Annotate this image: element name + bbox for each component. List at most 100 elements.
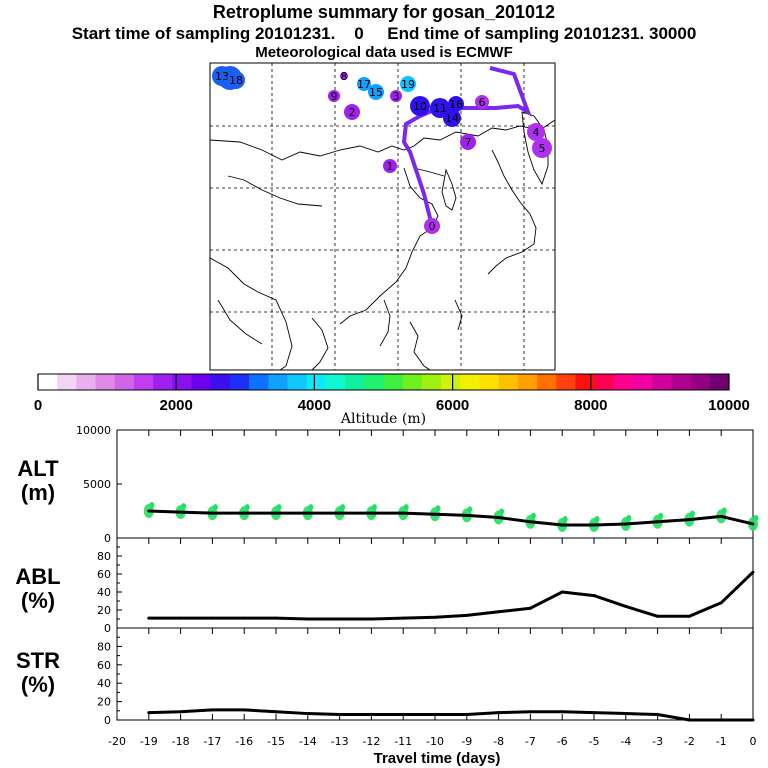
- series-point: [306, 712, 310, 716]
- map-marker: 14: [443, 109, 461, 127]
- map-marker-label: 17: [357, 78, 371, 91]
- x-tick-label: -11: [394, 735, 412, 748]
- x-tick-label: -18: [172, 735, 190, 748]
- altitude-scatter-point: [562, 516, 568, 523]
- series-point: [592, 594, 596, 598]
- panel-label-unit: (%): [21, 672, 55, 697]
- x-tick-label: -2: [684, 735, 695, 748]
- altitude-scatter-point: [530, 512, 536, 519]
- map-marker-dot: [527, 123, 545, 141]
- series-point: [497, 515, 501, 519]
- series-point: [210, 511, 214, 515]
- x-axis-title: Travel time (days): [374, 750, 501, 767]
- colorbar-swatch: [709, 374, 730, 390]
- series-point: [179, 710, 183, 714]
- series-point: [624, 522, 628, 526]
- colorbar-swatch: [287, 374, 308, 390]
- map-marker-dot: [368, 84, 384, 100]
- map-marker: 5: [532, 138, 552, 158]
- time-series-panels: 0500010000ALT(m)020406080ABL(%)020406080…: [15, 424, 759, 767]
- altitude-scatter-point: [149, 502, 155, 508]
- map-marker-label: 3: [393, 90, 400, 103]
- map-panel: 121318891715192367451101114160: [209, 62, 556, 371]
- series-point: [719, 601, 723, 605]
- altitude-scatter-point: [753, 514, 759, 521]
- colorbar-swatch: [517, 374, 538, 390]
- colorbar-swatch: [633, 374, 653, 390]
- map-marker-label: 8: [341, 70, 348, 83]
- altitude-scatter-point: [435, 505, 441, 512]
- map-marker-label: 7: [465, 136, 472, 149]
- map-marker-label: 6: [479, 96, 486, 109]
- map-marker-dot: [212, 66, 232, 86]
- series-point: [338, 617, 342, 621]
- altitude-scatter-point: [626, 514, 632, 521]
- panel-label-unit: (m): [21, 480, 55, 505]
- map-marker-label: 13: [215, 70, 229, 83]
- series-point: [528, 606, 532, 610]
- series-point: [369, 511, 373, 515]
- panel-label-name: ABL: [15, 564, 60, 589]
- colorbar-swatch: [498, 374, 519, 390]
- sampling-time-subtitle: Start time of sampling 20101231. 0 End t…: [71, 24, 697, 43]
- map-marker: 19: [400, 76, 416, 92]
- series-point: [433, 512, 437, 516]
- series-line-alt: [148, 509, 754, 527]
- series-point: [751, 570, 755, 574]
- coastlines: [209, 111, 556, 371]
- series-point: [242, 708, 246, 712]
- series-point: [528, 710, 532, 714]
- altitude-scatter-point: [721, 507, 727, 514]
- x-tick-label: -5: [589, 735, 600, 748]
- map-marker-dot: [383, 159, 397, 173]
- colorbar-swatch: [364, 374, 384, 390]
- series-point: [401, 616, 405, 620]
- series-point: [528, 520, 532, 524]
- colorbar-swatch: [153, 374, 173, 390]
- y-tick-label: 60: [97, 659, 111, 672]
- altitude-scatter-point: [689, 510, 695, 517]
- map-marker-dot: [475, 95, 489, 109]
- series-point: [465, 513, 469, 517]
- series-point: [592, 711, 596, 715]
- y-tick-label: 20: [97, 604, 111, 617]
- map-marker: 13: [212, 66, 232, 86]
- map-marker-label: 1: [387, 160, 394, 173]
- map-marker-label: 11: [433, 102, 447, 115]
- map-marker-label: 14: [445, 112, 459, 125]
- colorbar-label: Altitude (m): [340, 411, 426, 427]
- series-point: [369, 617, 373, 621]
- map-marker: 2: [344, 104, 360, 120]
- colorbar-swatch: [421, 374, 442, 390]
- colorbar-swatch: [133, 374, 154, 390]
- met-data-note: Meteorological data used is ECMWF: [255, 44, 513, 61]
- series-point: [306, 511, 310, 515]
- chart-title: Retroplume summary for gosan_201012: [212, 2, 556, 22]
- altitude-scatter-point: [499, 508, 505, 515]
- series-point: [497, 610, 501, 614]
- colorbar-swatch: [441, 374, 461, 390]
- x-tick-label: -1: [716, 735, 727, 748]
- x-tick-label: -13: [331, 735, 349, 748]
- series-point: [242, 616, 246, 620]
- series-point: [497, 711, 501, 715]
- map-marker: 16: [448, 96, 464, 112]
- colorbar-swatch: [172, 374, 192, 390]
- series-point: [719, 514, 723, 518]
- colorbar-tick-label: 2000: [160, 397, 193, 414]
- colorbar-swatch: [268, 374, 288, 390]
- map-marker-label: 2: [349, 106, 356, 119]
- y-tick-label: 5000: [83, 478, 111, 491]
- colorbar-tick-label: 0: [34, 397, 42, 414]
- series-point: [147, 616, 151, 620]
- panel-label-name: ALT: [17, 456, 59, 481]
- series-point: [592, 523, 596, 527]
- x-tick-label: -15: [267, 735, 285, 748]
- series-point: [147, 711, 151, 715]
- map-marker-label: 16: [449, 98, 463, 111]
- series-point: [179, 616, 183, 620]
- altitude-scatter-point: [658, 512, 664, 519]
- series-point: [179, 510, 183, 514]
- map-marker-dot: [400, 76, 416, 92]
- series-line-abl: [148, 571, 755, 621]
